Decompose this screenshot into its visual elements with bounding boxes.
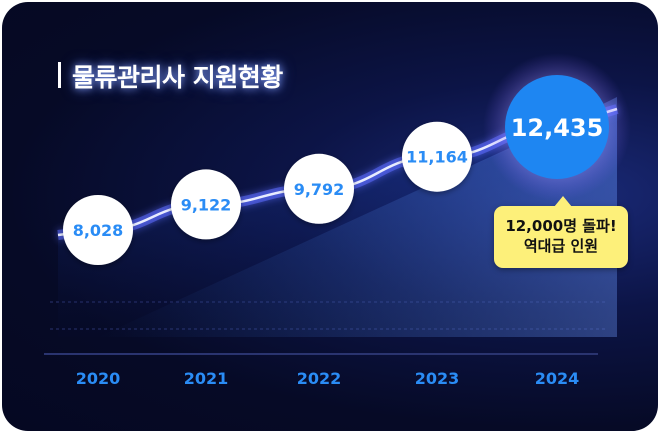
data-point-2022: 9,792 — [284, 153, 354, 224]
data-label: 9,792 — [294, 180, 345, 199]
data-point-marker — [171, 169, 241, 240]
data-point-marker — [284, 153, 354, 224]
title-accent-bar — [58, 62, 61, 88]
data-point-marker — [63, 195, 133, 265]
chart-title: 물류관리사 지원현황 — [72, 63, 283, 92]
x-tick-label-2023: 2023 — [415, 369, 460, 388]
data-label: 9,122 — [181, 195, 232, 214]
data-label: 8,028 — [73, 221, 124, 240]
callout-line-1: 12,000명 돌파! — [505, 217, 617, 235]
record-callout: 12,000명 돌파! 역대급 인원 — [494, 196, 628, 268]
data-point-marker — [505, 75, 609, 179]
x-tick-label-2020: 2020 — [76, 369, 121, 388]
data-point-2023: 11,164 — [402, 121, 472, 192]
data-label: 11,164 — [406, 148, 468, 167]
x-tick-label-2024: 2024 — [535, 369, 580, 388]
data-label: 12,435 — [511, 114, 604, 142]
callout-line-2: 역대급 인원 — [523, 237, 599, 255]
x-tick-label-2021: 2021 — [184, 369, 229, 388]
data-point-2024: 12,435 — [483, 53, 631, 201]
trend-wedge — [98, 97, 617, 337]
data-point-2020: 8,028 — [63, 195, 133, 265]
x-tick-label-2022: 2022 — [297, 369, 342, 388]
data-point-marker — [402, 121, 472, 192]
data-point-2021: 9,122 — [171, 169, 241, 240]
